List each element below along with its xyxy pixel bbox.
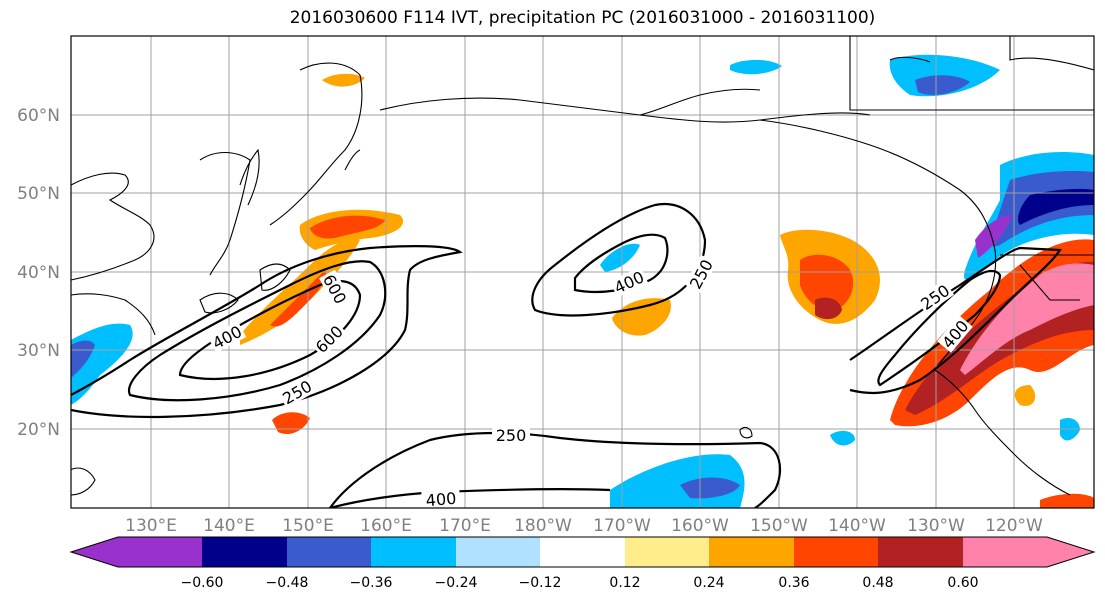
colorbar-segment — [709, 537, 794, 567]
subtropical-negative-core — [680, 477, 740, 499]
lon-label: 170°W — [593, 516, 651, 536]
lon-label: 160°W — [671, 516, 729, 536]
central-pacific-positive-max — [815, 297, 842, 320]
lon-label: 160°E — [360, 516, 412, 536]
lon-label: 130°E — [125, 516, 177, 536]
dateline-negative-blob — [600, 243, 640, 272]
colorbar-tick-label: −0.36 — [350, 575, 393, 591]
california-positive-rim — [1014, 385, 1036, 406]
colorbar-segment — [456, 537, 540, 567]
map-frame — [70, 35, 1095, 509]
colorbar-tick-label: 0.24 — [693, 575, 724, 591]
colorbar-segment — [963, 537, 1047, 567]
colorbar-outline — [69, 536, 1096, 568]
lat-label: 60°N — [17, 106, 60, 126]
japan-positive-core — [310, 215, 385, 239]
lon-label: 180°W — [514, 516, 572, 536]
california-positive-max — [960, 263, 1094, 375]
colorbar-segment — [202, 537, 287, 567]
lat-label: 50°N — [17, 184, 60, 204]
contour-label: 250 — [496, 426, 527, 445]
colorbar-segment — [371, 537, 456, 567]
colorbar-segment — [540, 537, 625, 567]
longitude-labels: 130°E 140°E 150°E 160°E 170°E 180°W 170°… — [125, 516, 1043, 536]
dateline-positive-blob — [612, 298, 671, 336]
lon-label: 130°W — [907, 516, 965, 536]
colorbar-segment — [878, 537, 963, 567]
colorbar-tick-labels: −0.60 −0.48 −0.36 −0.24 −0.12 0.12 0.24 … — [181, 575, 979, 591]
ne-canada-negative-core — [915, 75, 970, 95]
ivt-contour-250-south — [329, 431, 782, 508]
colorbar-segment — [287, 537, 371, 567]
colorbar-tick-label: 0.12 — [609, 575, 640, 591]
graticule — [71, 36, 1094, 508]
pnw-negative-extreme — [975, 215, 1012, 258]
lon-label: 150°W — [750, 516, 808, 536]
lat-label: 40°N — [17, 263, 60, 283]
hawaii-negative-blob — [830, 430, 855, 446]
lat-label: 30°N — [17, 341, 60, 361]
south-positive-blob — [1040, 493, 1094, 508]
gulf-negative-blob — [730, 59, 782, 75]
lon-label: 140°W — [828, 516, 886, 536]
colorbar-tick-label: 0.36 — [778, 575, 809, 591]
colorbar-extend-min — [71, 537, 118, 567]
latitude-labels: 60°N 50°N 40°N 30°N 20°N — [17, 106, 60, 440]
colorbar-segment — [794, 537, 878, 567]
colorbar-tick-label: 0.48 — [862, 575, 893, 591]
central-pacific-positive-core — [800, 254, 854, 311]
map-title: 2016030600 F114 IVT, precipitation PC (2… — [289, 8, 876, 28]
lon-label: 140°E — [203, 516, 255, 536]
lon-label: 150°E — [282, 516, 334, 536]
pnw-negative-max — [1018, 188, 1094, 225]
ivt-contour-250-west — [71, 244, 463, 419]
colorbar-tick-label: −0.24 — [435, 575, 478, 591]
colorbar-segment — [118, 537, 202, 567]
ivt-contour-400-west — [127, 260, 387, 402]
colorbar-extend-max — [1047, 537, 1094, 567]
ivt-contour-250-central — [531, 202, 707, 317]
colorbar-tick-label: 0.60 — [947, 575, 978, 591]
precip-pc-shading — [71, 54, 1094, 508]
lon-label: 170°E — [439, 516, 491, 536]
contour-label: 400 — [425, 489, 457, 511]
kuroshio-positive-core — [270, 270, 326, 327]
okhotsk-positive-blob — [322, 73, 365, 87]
colorbar — [69, 536, 1096, 568]
colorbar-segment — [625, 537, 709, 567]
lat-label: 20°N — [17, 420, 60, 440]
colorbar-tick-label: −0.48 — [266, 575, 309, 591]
colorbar-tick-label: −0.60 — [181, 575, 224, 591]
kuroshio-positive-region — [240, 238, 360, 345]
lon-label: 120°W — [985, 516, 1043, 536]
colorbar-tick-label: −0.12 — [519, 575, 562, 591]
